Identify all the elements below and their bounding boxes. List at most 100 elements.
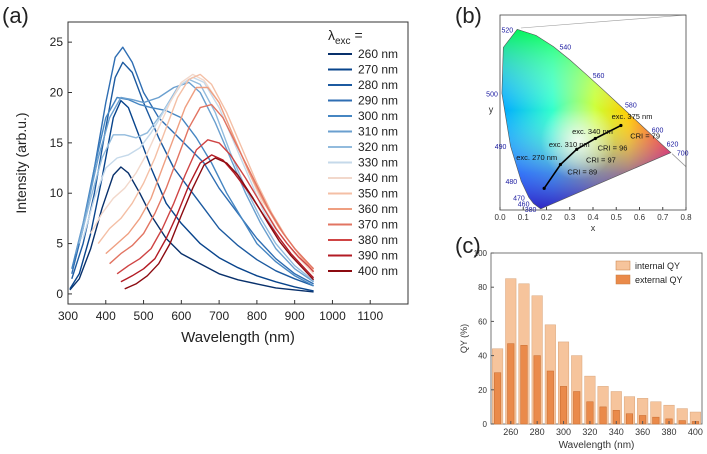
locus-wavelength-label: 470 [513, 195, 525, 202]
legend-swatch [615, 260, 631, 271]
locus-wavelength-label: 540 [559, 45, 571, 52]
annotation-label: exc. 310 nm [549, 140, 590, 149]
panel-label-b: (b) [455, 3, 482, 28]
y-tick-label: 100 [474, 249, 488, 258]
legend-title-tail: = [351, 27, 363, 43]
locus-wavelength-label: 620 [667, 141, 679, 148]
locus-wavelength-label: 700 [677, 151, 689, 158]
bar-external-QY [546, 370, 554, 425]
series-line-270nm [69, 99, 314, 292]
legend-entry: internal QY [635, 261, 680, 271]
locus-wavelength-label: 480 [505, 179, 517, 186]
y-tick-label: 0 [483, 420, 488, 429]
y-tick-label: 40 [478, 352, 487, 361]
quantum-yield-chart: 0 20 40 60 80 100 260 280 300 320 340 360 380 400 Wave… [459, 249, 703, 451]
locus-wavelength-label: 560 [593, 73, 605, 80]
y-axis-label: y [489, 105, 494, 115]
cie-gamut-white [501, 28, 672, 210]
x-tick-label: 260 [503, 427, 518, 437]
legend-entry: external QY [635, 275, 683, 285]
legend-entry: 310 nm [358, 125, 398, 139]
annotation-label: CRI = 96 [598, 143, 628, 152]
y-tick-label: 5 [56, 237, 63, 251]
x-tick-label: 0.2 [541, 213, 553, 222]
x-tick-label: 600 [171, 309, 191, 323]
bar-external-QY [586, 401, 594, 425]
series-line-390nm [120, 154, 315, 283]
y-tick-label: 0 [56, 287, 63, 301]
locus-tail-top [520, 14, 687, 29]
annotation-label: CRI = 97 [586, 155, 616, 164]
plot-frame [67, 21, 409, 305]
locus-tail-red [671, 153, 687, 167]
x-tick-label: 800 [247, 309, 267, 323]
legend-entry: 300 nm [358, 109, 398, 123]
x-tick-label: 320 [582, 427, 597, 437]
bar-external-QY [678, 420, 686, 425]
x-tick-label: 0.6 [634, 213, 646, 222]
y-axis-label: QY (%) [459, 324, 469, 353]
legend-entry: 360 nm [358, 202, 398, 216]
annotation-label: CRI = 79 [630, 132, 660, 141]
bar-external-QY [520, 345, 528, 425]
y-tick-label: 25 [50, 35, 64, 49]
y-axis-label: Intensity (arb.u.) [13, 112, 29, 213]
legend-entry: 290 nm [358, 94, 398, 108]
x-axis-label: Wavelength (nm) [181, 329, 295, 346]
x-tick-label: 1100 [357, 309, 383, 323]
legend-entry: 380 nm [358, 233, 398, 247]
legend-entry: 260 nm [358, 47, 398, 61]
trajectory-point [619, 123, 623, 128]
x-tick-label: 0.1 [518, 213, 530, 222]
series-line-370nm [109, 103, 315, 270]
annotation-label: exc. 340 nm [572, 127, 613, 136]
x-tick-label: 400 [96, 309, 116, 323]
annotation-label: CRI = 89 [567, 167, 597, 176]
x-tick-label: 340 [609, 427, 624, 437]
legend-title: λexc = [328, 27, 363, 47]
bar-external-QY [507, 343, 515, 425]
x-tick-label: 0.7 [657, 213, 669, 222]
x-tick-label: 0.8 [680, 213, 692, 222]
y-tick-label: 60 [478, 317, 487, 326]
bar-external-QY [494, 372, 502, 425]
locus-wavelength-label: 500 [486, 91, 498, 98]
y-tick-label: 80 [478, 283, 487, 292]
trajectory-point [575, 147, 579, 151]
legend-entry: 370 nm [358, 218, 398, 232]
trajectory-point [593, 136, 597, 141]
x-tick-label: 300 [58, 309, 78, 323]
x-tick-label: 1000 [319, 309, 346, 323]
locus-wavelength-label: 490 [495, 144, 507, 151]
legend-entry: 390 nm [358, 249, 398, 263]
series-line-290nm [71, 46, 314, 285]
series-line-260nm [69, 166, 314, 293]
locus-wavelength-label: 460 [518, 202, 530, 209]
bar-external-QY [599, 406, 607, 425]
legend-entry: 270 nm [358, 63, 398, 77]
bar-external-QY [652, 416, 660, 425]
x-tick-label: 380 [662, 427, 677, 437]
panel-label-c: (c) [455, 233, 481, 258]
trajectory-point [542, 186, 546, 190]
x-tick-label: 360 [635, 427, 650, 437]
x-tick-label: 0.4 [587, 213, 599, 222]
bar-external-QY [533, 355, 541, 425]
legend-entry: 400 nm [358, 264, 398, 278]
locus-wavelength-label: 580 [625, 102, 637, 109]
legend-swatch [615, 274, 631, 285]
y-tick-label: 20 [50, 86, 64, 100]
x-axis-label: x [591, 223, 596, 233]
y-tick-label: 15 [50, 136, 64, 150]
bar-external-QY [625, 413, 633, 425]
legend-title-sub: exc [335, 36, 351, 47]
x-tick-label: 700 [209, 309, 229, 323]
trajectory-point [558, 162, 563, 167]
panel-label-a: (a) [2, 3, 29, 28]
y-tick-label: 20 [478, 386, 487, 395]
locus-wavelength-label: 380 [525, 207, 537, 214]
series-line-380nm [116, 139, 315, 275]
x-tick-label: 500 [134, 309, 154, 323]
legend-entry: 320 nm [358, 140, 398, 154]
y-tick-label: 10 [50, 186, 64, 200]
